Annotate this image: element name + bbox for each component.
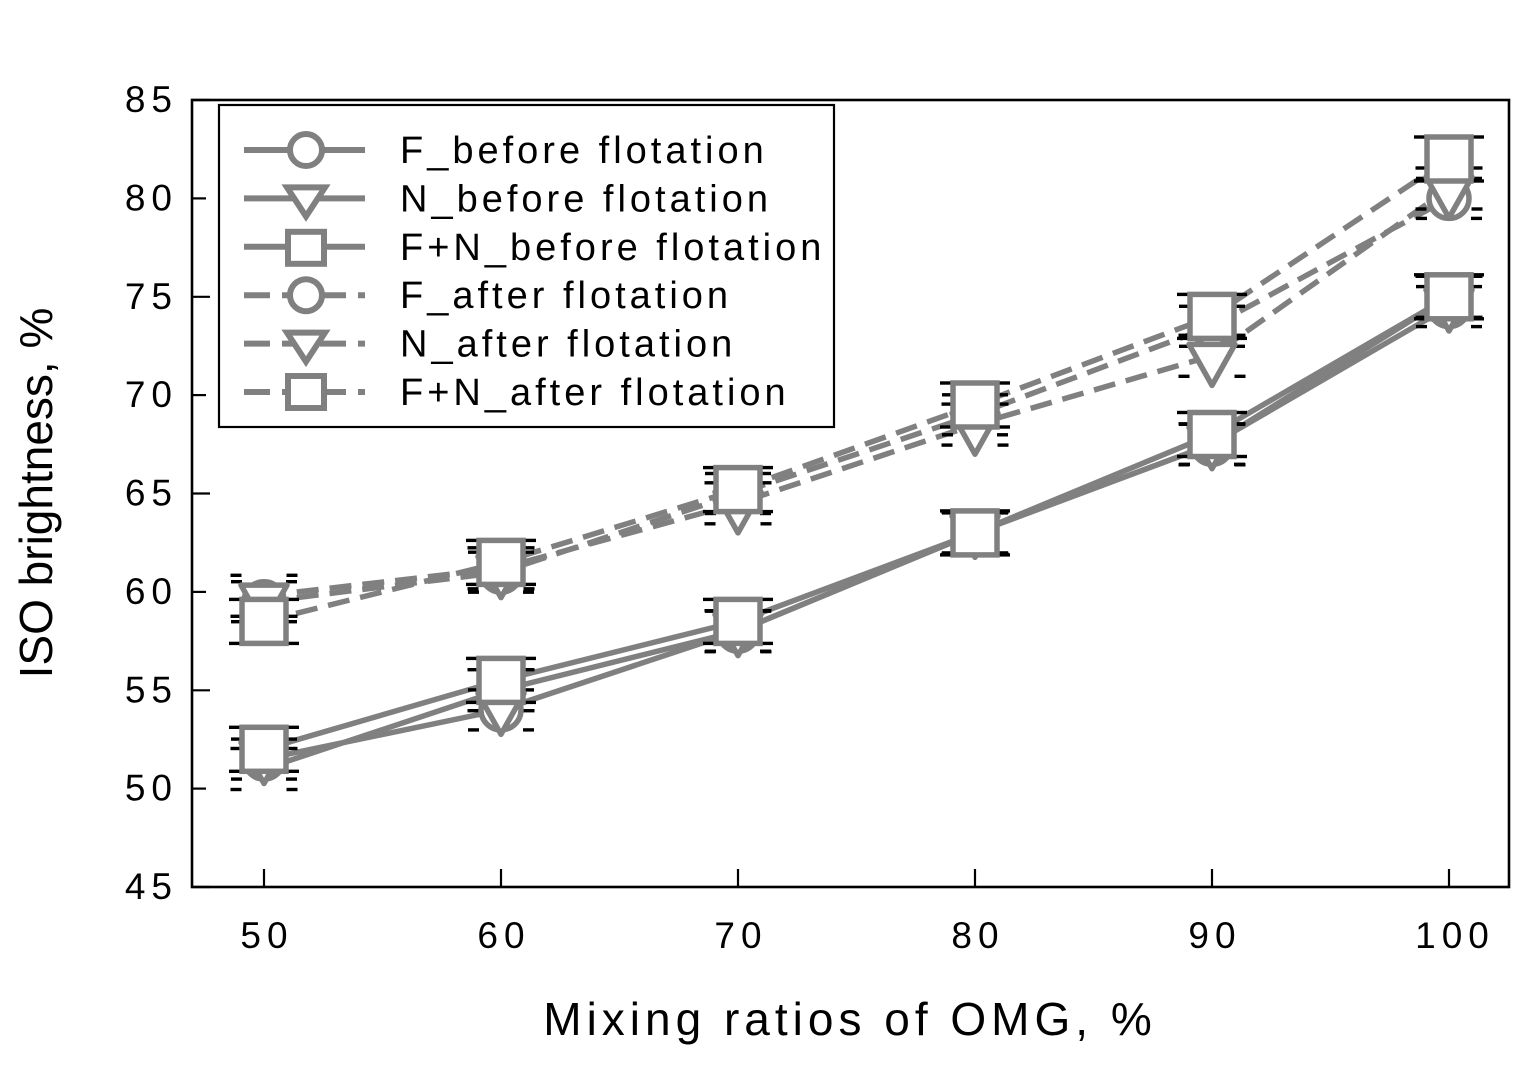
svg-text:F_after flotation: F_after flotation	[400, 275, 732, 317]
svg-text:F+N_after flotation: F+N_after flotation	[400, 372, 790, 414]
svg-text:N_after flotation: N_after flotation	[400, 324, 736, 366]
svg-text:75: 75	[125, 276, 178, 317]
svg-text:90: 90	[1188, 915, 1241, 956]
svg-text:65: 65	[125, 473, 178, 514]
svg-text:60: 60	[477, 915, 530, 956]
svg-text:45: 45	[125, 866, 178, 907]
svg-text:55: 55	[125, 669, 178, 710]
svg-text:F+N_before flotation: F+N_before flotation	[400, 227, 825, 269]
svg-text:F_before flotation: F_before flotation	[400, 130, 768, 172]
svg-text:70: 70	[125, 374, 178, 415]
svg-text:100: 100	[1415, 915, 1495, 956]
svg-text:60: 60	[125, 571, 178, 612]
svg-text:80: 80	[125, 177, 178, 218]
svg-text:85: 85	[125, 79, 178, 120]
svg-text:50: 50	[240, 915, 293, 956]
svg-text:80: 80	[951, 915, 1004, 956]
svg-text:Mixing ratios of OMG, %: Mixing ratios of OMG, %	[543, 993, 1156, 1045]
svg-text:ISO brightness, %: ISO brightness, %	[10, 308, 62, 679]
svg-text:70: 70	[714, 915, 767, 956]
svg-text:N_before flotation: N_before flotation	[400, 178, 772, 220]
svg-text:50: 50	[125, 768, 178, 809]
